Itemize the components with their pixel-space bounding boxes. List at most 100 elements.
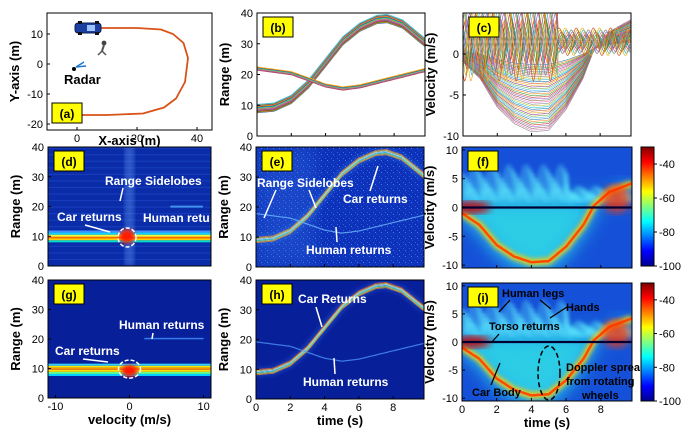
y-tick-label: 0 (246, 262, 252, 274)
velocity-curves (463, 13, 631, 133)
doppler-spread-ellipse (537, 345, 561, 401)
human-return-mark (170, 205, 203, 208)
y-tick-label: 5 (452, 309, 458, 321)
y-tick-label: 10 (32, 231, 44, 243)
panel-label: (d) (61, 155, 76, 169)
annotation-doppler-spread-3: wheels (581, 390, 619, 402)
panel-label: (c) (477, 21, 492, 35)
x-tick-label: 4 (322, 402, 328, 414)
panel-label-box (53, 283, 85, 305)
annotation-arrow (549, 306, 568, 319)
y-axis-label: Range (m) (217, 43, 232, 107)
radar-dot (72, 67, 76, 71)
annotation-arrow (82, 358, 109, 363)
annotation-car-returns: Car returns (57, 210, 122, 224)
panel-label-box (468, 16, 500, 38)
x-tick-label: 20 (131, 133, 143, 145)
colorbar-tick-label: -40 (659, 295, 675, 307)
y-tick-label: 30 (32, 172, 44, 184)
x-tick-label: 6 (356, 402, 362, 414)
y-tick-label: 30 (240, 305, 252, 317)
annotation-arrow (490, 362, 501, 386)
y-tick-label: 40 (240, 142, 252, 154)
y-axis-label: Range (m) (216, 175, 231, 239)
y-tick-label: 10 (32, 364, 44, 376)
colorbar-tick-label: -60 (659, 193, 675, 205)
annotation-human-returns: Human returns (306, 243, 392, 257)
human-velocity-line (463, 13, 631, 82)
y-axis-label: Range (m) (8, 175, 23, 239)
y-tick-label: 20 (241, 70, 253, 82)
radar-beam-icon (75, 65, 87, 68)
y-tick-label: 10 (446, 281, 458, 293)
y-tick-label: 0 (246, 394, 252, 406)
panel-label-box (262, 16, 294, 38)
colorbar-tick-label: -40 (659, 159, 675, 171)
human-velocity-line (463, 13, 631, 76)
annotation-arrow (539, 299, 552, 310)
car-return-halo (256, 281, 424, 377)
y-tick-label: 30 (241, 39, 253, 51)
y-axis-label: Y-axis (m) (7, 41, 22, 102)
y-tick-label: -10 (442, 260, 458, 272)
x-axis-label: time (s) (524, 415, 570, 430)
radar-label: Radar (64, 72, 101, 87)
panel-label: (f) (477, 155, 489, 169)
annotation-doppler-spread: Doppler spread (566, 362, 647, 374)
y-tick-label: 30 (240, 172, 252, 184)
trajectory-line (77, 27, 189, 116)
y-tick-label: 5 (452, 174, 458, 186)
annotation-arrow (308, 189, 317, 209)
car-window-icon (87, 25, 95, 31)
panel-label-box (53, 150, 85, 172)
panel-label-box (51, 102, 83, 124)
annotation-car-returns: Car returns (55, 344, 120, 358)
panel-annotations: Radar Range Sidelobes Car returns Human ret… (55, 72, 647, 402)
human-return-track (256, 341, 424, 362)
panel-label-box (261, 283, 293, 305)
annotation-human-returns: Human returns (143, 211, 229, 225)
panel-label-box (261, 150, 293, 172)
y-tick-label: -10 (27, 89, 43, 101)
human-return-track (256, 213, 424, 234)
car-return-peak (121, 364, 138, 377)
car-wheel-icon (78, 32, 82, 35)
y-axis-label: Velocity (m/s) (422, 300, 437, 384)
car-wheel-icon (78, 21, 82, 24)
colorbar-tick-label: -80 (659, 362, 675, 374)
y-tick-label: -5 (449, 90, 459, 102)
annotation-arrow (490, 333, 500, 344)
y-tick-label: 10 (241, 100, 253, 112)
annotation-arrow (151, 332, 154, 340)
y-tick-label: 10 (31, 29, 43, 41)
y-axis-label: Velocity (m/s) (422, 166, 437, 250)
car-wheel-icon (95, 21, 99, 24)
y-tick-label: 0 (247, 131, 253, 143)
x-tick-label: 40 (191, 133, 203, 145)
x-tick-label: 0 (126, 401, 132, 413)
colorbar-tick-label: -100 (659, 396, 681, 408)
y-tick-label: 0 (452, 203, 458, 215)
y-tick-label: 30 (32, 305, 44, 317)
annotation-torso-returns: Torso returns (489, 321, 560, 333)
panel-label: (i) (477, 291, 488, 305)
x-tick-label: -10 (47, 401, 63, 413)
y-tick-label: 10 (446, 145, 458, 157)
human-range-line (257, 66, 425, 88)
y-tick-label: 0 (38, 393, 44, 405)
y-tick-label: -5 (448, 231, 458, 243)
y-tick-label: 0 (37, 59, 43, 71)
human-return-mark (144, 337, 204, 340)
car-return-peak (119, 229, 136, 244)
annotation-arrow (498, 299, 511, 313)
annotation-doppler-spread-2: from rotating (566, 376, 634, 388)
car-return-ellipse (117, 227, 137, 248)
panel-label: (h) (269, 288, 284, 302)
y-tick-label: 0 (453, 49, 459, 61)
y-tick-label: 10 (240, 232, 252, 244)
colorbar-tick-label: -80 (659, 227, 675, 239)
annotation-arrow (315, 306, 323, 328)
annotation-car-returns: Car Returns (298, 292, 367, 306)
car-return-ellipse (117, 359, 142, 379)
colorbar (640, 282, 655, 402)
